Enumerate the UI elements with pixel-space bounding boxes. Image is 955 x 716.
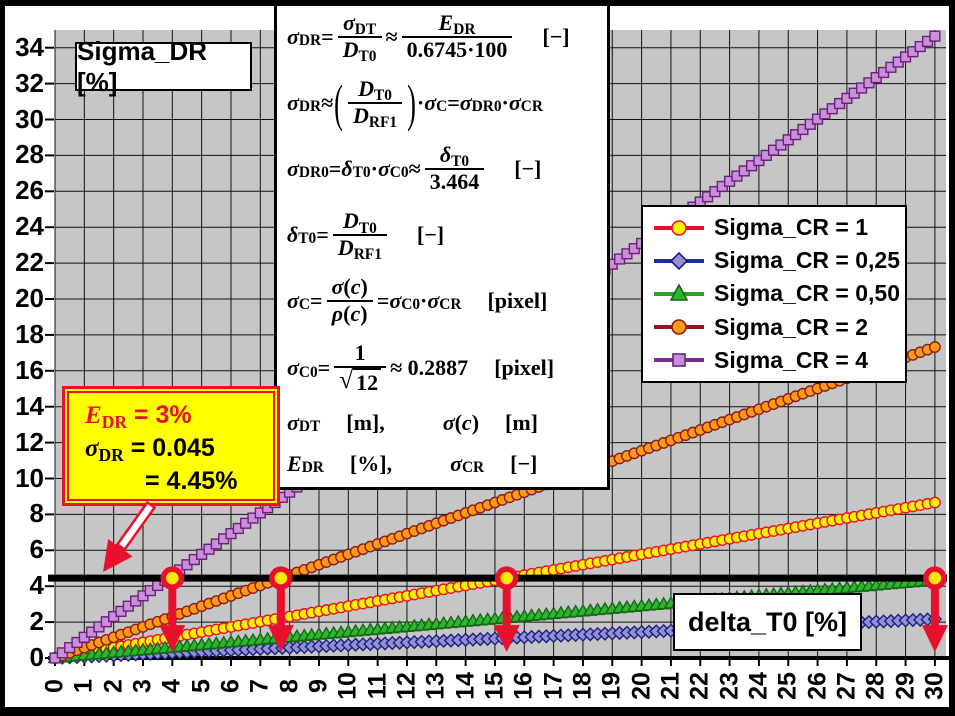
y-tick-label: 2 bbox=[29, 606, 44, 637]
legend-item: Sigma_CR = 4 bbox=[651, 346, 905, 374]
formula-line: σ DT [m], σ(c) [m] bbox=[287, 410, 538, 436]
x-tick-label: 23 bbox=[715, 672, 744, 700]
y-tick-label: 12 bbox=[15, 426, 44, 457]
x-tick-label: 6 bbox=[216, 679, 245, 693]
legend-marker-icon bbox=[654, 251, 704, 270]
x-tick-label: 29 bbox=[891, 672, 920, 700]
formula-line: E DR [%], σ CR [−] bbox=[287, 450, 538, 477]
legend-label: Sigma_CR = 4 bbox=[714, 346, 869, 373]
formula-line: δ T0 = DT0 DRF1 [−] bbox=[287, 208, 445, 264]
legend: Sigma_CR = 1 Sigma_CR = 0,25 Sigma_CR = 0,… bbox=[641, 205, 907, 383]
y-tick-label: 6 bbox=[29, 534, 44, 565]
x-tick-label: 12 bbox=[392, 672, 421, 700]
x-tick-label: 30 bbox=[920, 672, 949, 700]
x-tick-label: 11 bbox=[363, 672, 392, 700]
x-tick-label: 26 bbox=[803, 672, 832, 700]
y-tick-label: 30 bbox=[15, 103, 44, 134]
legend-item: Sigma_CR = 1 bbox=[651, 214, 905, 242]
x-tick-label: 16 bbox=[509, 672, 538, 700]
x-tick-label: 3 bbox=[128, 679, 157, 693]
y-tick-label: 0 bbox=[29, 642, 44, 672]
y-tick-label: 22 bbox=[15, 247, 44, 278]
legend-marker-icon bbox=[654, 283, 704, 301]
x-tick-label: 25 bbox=[773, 672, 802, 700]
legend-marker-icon bbox=[654, 219, 704, 236]
annotation-box: EDR = 3% σDR = 0.045 = 4.45% bbox=[62, 386, 280, 506]
y-tick-label: 28 bbox=[15, 139, 44, 170]
x-tick-label: 21 bbox=[656, 672, 685, 700]
y-tick-label: 14 bbox=[15, 390, 44, 421]
x-tick-label: 4 bbox=[157, 679, 186, 693]
x-tick-label: 24 bbox=[744, 672, 773, 700]
x-tick-label: 14 bbox=[451, 672, 480, 700]
y-tick-label: 16 bbox=[15, 354, 44, 385]
x-tick-label: 9 bbox=[304, 679, 333, 693]
x-tick-label: 19 bbox=[597, 672, 626, 700]
x-tick-label: 5 bbox=[187, 679, 216, 693]
x-tick-label: 1 bbox=[69, 679, 98, 693]
y-tick-label: 26 bbox=[15, 175, 44, 206]
legend-marker-icon bbox=[654, 353, 704, 368]
x-tick-label: 20 bbox=[627, 672, 656, 700]
x-axis-title: delta_T0 [%] bbox=[687, 606, 848, 637]
x-tick-label: 22 bbox=[685, 672, 714, 700]
y-tick-label: 24 bbox=[15, 211, 44, 242]
x-tick-label: 15 bbox=[480, 672, 509, 700]
formula-line: σ C0 = 1 √ 12 ≈ 0.2887 [pixel] bbox=[287, 340, 555, 396]
legend-label: Sigma_CR = 1 bbox=[714, 214, 869, 241]
y-tick-label: 10 bbox=[15, 462, 44, 493]
x-tick-label: 7 bbox=[245, 679, 274, 693]
annotation-line: σDR = 0.045 bbox=[85, 434, 215, 465]
formula-box: σ DR = σDT DT0 ≈ EDR 0.6745·100 [−] σ DR ≈ (DT… bbox=[274, 0, 610, 490]
x-tick-label: 27 bbox=[832, 672, 861, 700]
x-tick-label: 10 bbox=[333, 672, 362, 700]
annotation-line: EDR = 3% bbox=[85, 401, 192, 432]
formula-line: σ DR = σDT DT0 ≈ EDR 0.6745·100 [−] bbox=[287, 10, 570, 65]
x-tick-label: 2 bbox=[99, 679, 128, 693]
x-tick-label: 13 bbox=[421, 672, 450, 700]
y-tick-label: 20 bbox=[15, 283, 44, 313]
y-tick-label: 8 bbox=[29, 498, 44, 529]
annotation-text: EDR = 3% σDR = 0.045 = 4.45% bbox=[67, 391, 275, 501]
y-tick-label: 32 bbox=[15, 67, 44, 98]
legend-marker-icon bbox=[654, 319, 704, 335]
x-tick-label: 18 bbox=[568, 672, 597, 700]
x-tick-label: 17 bbox=[539, 672, 568, 700]
legend-item: Sigma_CR = 0,50 bbox=[651, 280, 905, 308]
y-axis-title-box: Sigma_DR [%] bbox=[75, 36, 252, 97]
x-tick-label: 8 bbox=[275, 679, 304, 693]
x-tick-label: 28 bbox=[861, 672, 890, 700]
y-tick-label: 34 bbox=[15, 31, 44, 62]
annotation-line: = 4.45% bbox=[145, 467, 238, 495]
y-tick-label: 4 bbox=[29, 570, 44, 601]
formula-line: σ DR0 = δ T0 · σ C0 ≈ δT0 3.464 [−] bbox=[287, 142, 542, 194]
legend-item: Sigma_CR = 0,25 bbox=[651, 247, 905, 275]
legend-label: Sigma_CR = 0,25 bbox=[714, 247, 901, 274]
y-tick-label: 18 bbox=[15, 318, 44, 349]
x-tick-label: 0 bbox=[40, 679, 69, 693]
x-axis-title-box: delta_T0 [%] bbox=[673, 593, 862, 651]
legend-label: Sigma_CR = 0,50 bbox=[714, 280, 901, 307]
legend-label: Sigma_CR = 2 bbox=[714, 313, 869, 340]
y-axis-title: Sigma_DR [%] bbox=[77, 35, 208, 97]
legend-item: Sigma_CR = 2 bbox=[651, 313, 905, 341]
